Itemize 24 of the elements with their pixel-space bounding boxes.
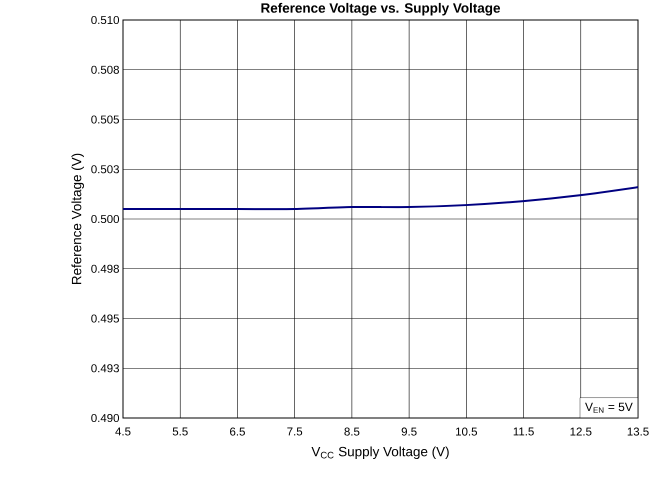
y-axis-title: Reference Voltage (V) xyxy=(71,154,84,284)
x-tick-label: 10.5 xyxy=(456,428,477,436)
y-tick-label: 0.508 xyxy=(91,66,119,74)
y-tick-label: 0.503 xyxy=(91,165,119,174)
x-tick-label: 13.5 xyxy=(628,428,649,436)
y-tick-label: 0.495 xyxy=(91,314,119,323)
x-tick-label: 4.5 xyxy=(115,428,130,436)
x-tick-label: 6.5 xyxy=(230,428,245,436)
annotation: V$_{EN}$ = 5V xyxy=(585,402,633,413)
x-tick-label: 5.5 xyxy=(172,428,188,436)
x-tick-label: 8.5 xyxy=(344,428,360,436)
y-tick-label: 0.493 xyxy=(91,364,119,372)
x-tick-label: 12.5 xyxy=(570,428,592,436)
y-tick-label: 0.510 xyxy=(91,16,120,24)
chart-title: Reference Voltage vs. Supply Voltage xyxy=(261,2,500,16)
x-tick-label: 11.5 xyxy=(514,428,534,436)
x-tick-label: 9.5 xyxy=(402,428,417,436)
x-tick-label: 7.5 xyxy=(287,428,302,436)
line-series xyxy=(123,186,638,210)
y-tick-label: 0.500 xyxy=(91,214,120,224)
x-axis-title: V$_{CC}$ Supply Voltage (V) xyxy=(311,446,449,460)
y-tick-label: 0.490 xyxy=(91,414,120,422)
y-tick-label: 0.498 xyxy=(91,264,119,273)
y-tick-label: 0.505 xyxy=(91,115,119,124)
